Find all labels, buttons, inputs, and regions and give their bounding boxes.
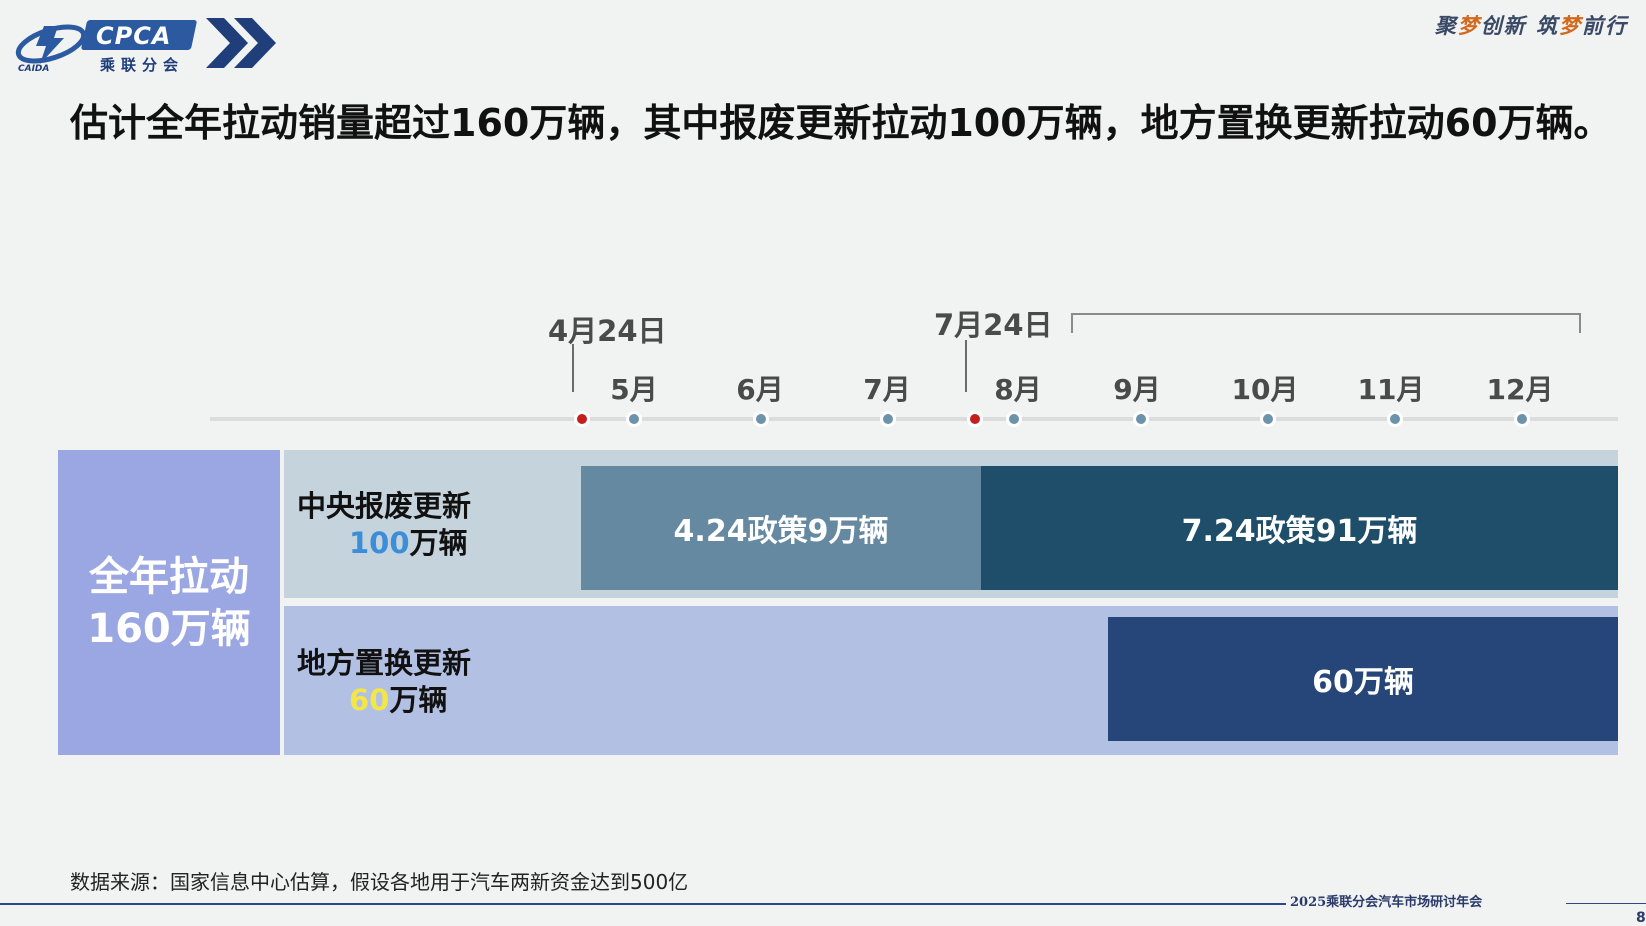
row-label-local: 地方置换更新 60万辆: [297, 646, 472, 717]
month-dot: [880, 411, 896, 427]
bar-policy-jul24: 7.24政策91万辆: [981, 466, 1618, 590]
footer-divider: [0, 903, 1286, 905]
month-label: 5月: [610, 373, 658, 406]
row-label-central: 中央报废更新 100万辆: [297, 489, 472, 560]
month-label: 8月: [994, 373, 1042, 406]
month-dot: [1260, 411, 1276, 427]
month-label: 10月: [1231, 373, 1299, 406]
month-dot: [753, 411, 769, 427]
page-title: 估计全年拉动销量超过160万辆，其中报废更新拉动100万辆，地方置换更新拉动60…: [70, 101, 1612, 145]
bar-local-replacement: 60万辆: [1108, 617, 1618, 741]
total-value: 160万辆: [87, 605, 251, 652]
logo-sub-text: CAIDA: [18, 64, 50, 74]
period-bracket: [1071, 313, 1581, 333]
footer-divider-right: [1566, 903, 1646, 904]
month-label: 11月: [1357, 373, 1425, 406]
cpca-logo: CPCA 乘联分会 CAIDA: [14, 14, 276, 76]
total-cell: 全年拉动 160万辆: [58, 450, 280, 755]
month-label: 7月: [863, 373, 911, 406]
policy-dot-jul24: [967, 411, 983, 427]
orbit-logo-icon: [15, 24, 87, 64]
logo-cn-text: 乘联分会: [100, 56, 185, 74]
month-label: 9月: [1113, 373, 1161, 406]
month-dot: [1514, 411, 1530, 427]
timeline-axis: [210, 417, 1618, 421]
page-number: 8: [1636, 910, 1646, 926]
month-dot: [1387, 411, 1403, 427]
total-label: 全年拉动: [89, 553, 249, 600]
month-dot: [1133, 411, 1149, 427]
double-chevron-icon: [206, 18, 276, 68]
policy-dot-apr24: [574, 411, 590, 427]
month-dot: [626, 411, 642, 427]
event-name: 2025乘联分会汽车市场研讨年会: [1290, 895, 1483, 910]
data-source-note: 数据来源：国家信息中心估算，假设各地用于汽车两新资金达到500亿: [70, 870, 689, 894]
logo-text: CPCA: [96, 22, 172, 50]
month-dot: [1006, 411, 1022, 427]
date-tick-apr24: [572, 344, 574, 392]
bar-policy-apr24: 4.24政策9万辆: [581, 466, 981, 590]
month-label: 6月: [736, 373, 784, 406]
date-label-apr24: 4月24日: [548, 314, 667, 348]
date-label-jul24: 7月24日: [934, 308, 1053, 342]
slogan: 聚梦创新 筑梦前行: [1434, 13, 1628, 38]
date-tick-jul24: [965, 340, 967, 392]
month-label: 12月: [1486, 373, 1554, 406]
